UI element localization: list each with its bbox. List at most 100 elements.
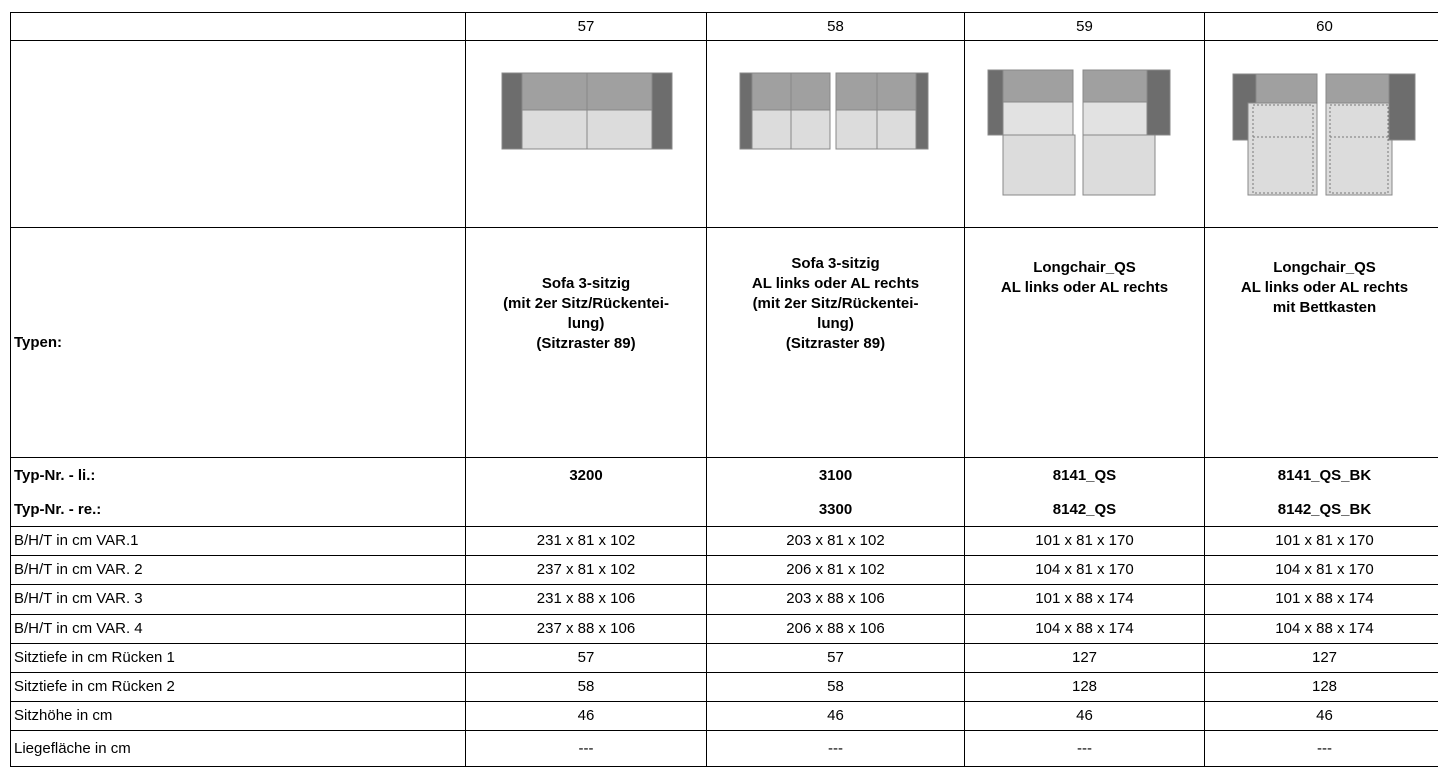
type-number-cell: 8142_QS_BK	[1205, 494, 1438, 527]
row-label-cell: Sitztiefe in cm Rücken 2	[10, 673, 466, 703]
type-number-cell: 3200	[466, 458, 707, 494]
type-description: lung)	[567, 315, 605, 332]
row-label-cell: B/H/T in cm VAR. 3	[10, 585, 466, 615]
type-description: AL links oder AL rechts	[751, 275, 920, 292]
type-number-cell: 3300	[707, 494, 965, 527]
cell-value: 101 x 88 x 174	[1035, 590, 1134, 608]
cell-value: 206 x 88 x 106	[786, 619, 885, 637]
cell-value: 58	[827, 678, 844, 696]
header-cell: 58	[707, 12, 965, 41]
header-cell	[10, 12, 466, 41]
type-number-cell: 8141_QS	[965, 458, 1205, 494]
value-cell: 237 x 88 x 106	[466, 614, 707, 644]
row-label: Liegefläche in cm	[14, 739, 131, 757]
type-number-cell: 3100	[707, 458, 965, 494]
column-number: 57	[577, 17, 595, 35]
type-number: 3300	[818, 501, 853, 518]
type-description: (mit 2er Sitz/Rückentei-	[503, 295, 669, 312]
row-label-cell: B/H/T in cm VAR. 2	[10, 556, 466, 586]
cell-value: 46	[1316, 707, 1333, 725]
row-label: Sitzhöhe in cm	[14, 707, 113, 725]
type-description: Sofa 3-sitzig	[791, 255, 880, 272]
cell-value: 101 x 81 x 170	[1275, 532, 1374, 550]
type-description: Sofa 3-sitzig	[541, 275, 631, 292]
value-cell: 101 x 88 x 174	[965, 585, 1205, 615]
value-cell: 57	[466, 643, 707, 673]
cell-value: 57	[577, 648, 595, 666]
type-description: (Sitzraster 89)	[536, 335, 636, 352]
value-cell: 127	[1205, 644, 1438, 673]
cell-value: 58	[577, 678, 595, 696]
cell-value: 104 x 88 x 174	[1035, 619, 1134, 637]
row-label: Typen:	[14, 333, 63, 351]
column-number: 60	[1316, 17, 1333, 35]
cell-value: 128	[1311, 678, 1338, 696]
row-label-cell: Liegefläche in cm	[10, 731, 466, 767]
row-label: B/H/T in cm VAR. 2	[14, 561, 143, 579]
cell-value: 231 x 81 x 102	[536, 532, 636, 550]
cell-value: ---	[1317, 739, 1332, 757]
cell-value: 46	[827, 707, 844, 725]
cell-value: 104 x 81 x 170	[1275, 561, 1374, 579]
value-cell: 46	[466, 702, 707, 732]
row-label-cell: B/H/T in cm VAR.1	[10, 527, 466, 557]
image-cell	[707, 41, 965, 228]
value-cell: 127	[965, 643, 1205, 673]
value-cell: 206 x 88 x 106	[707, 614, 965, 644]
value-cell: 104 x 88 x 174	[1205, 615, 1438, 644]
value-cell: 203 x 88 x 106	[707, 585, 965, 615]
image-cell	[466, 41, 707, 228]
cell-value: ---	[828, 739, 843, 757]
value-cell: 58	[466, 673, 707, 703]
row-label-cell: Sitztiefe in cm Rücken 1	[10, 643, 466, 673]
type-number: 3200	[569, 467, 603, 484]
value-cell: 104 x 81 x 170	[1205, 556, 1438, 586]
type-description: (Sitzraster 89)	[785, 335, 886, 352]
value-cell: 231 x 81 x 102	[466, 527, 707, 557]
type-number-label: Typ-Nr. - li.:	[10, 458, 466, 494]
type-description: Longchair_QS	[1273, 259, 1376, 276]
type-description: lung)	[817, 315, 854, 332]
value-cell: 101 x 81 x 170	[965, 527, 1205, 557]
cell-value: 104 x 88 x 174	[1275, 619, 1374, 637]
types-cell: Sofa 3-sitzig AL links oder AL rechts (mit…	[707, 228, 965, 458]
image-cell	[10, 41, 466, 228]
cell-value: 206 x 81 x 102	[786, 561, 885, 579]
type-description: mit Bettkasten	[1272, 299, 1377, 316]
value-cell: 104 x 88 x 174	[965, 614, 1205, 644]
value-cell: ---	[707, 731, 965, 767]
value-cell: ---	[965, 731, 1205, 767]
row-label: B/H/T in cm VAR.1	[14, 532, 139, 550]
type-number: 8141_QS	[1052, 467, 1117, 484]
type-description: Longchair_QS	[1033, 259, 1136, 276]
cell-value: 128	[1071, 678, 1098, 696]
row-label: B/H/T in cm VAR. 3	[14, 590, 143, 608]
value-cell: 206 x 81 x 102	[707, 556, 965, 586]
row-label: Sitztiefe in cm Rücken 1	[14, 648, 175, 666]
types-cell: Longchair_QS AL links oder AL rechts mit B…	[1205, 228, 1438, 458]
image-cell	[1205, 41, 1438, 228]
type-number-cell: 8141_QS_BK	[1205, 458, 1438, 494]
type-number: 3100	[818, 467, 853, 484]
cell-value: 46	[1076, 707, 1093, 725]
row-label: Typ-Nr. - li.:	[14, 467, 96, 484]
cell-value: ---	[1077, 739, 1092, 757]
header-cell: 59	[965, 12, 1205, 41]
image-cell	[965, 41, 1205, 228]
cell-value: 127	[1311, 648, 1338, 666]
cell-value: 203 x 88 x 106	[786, 590, 885, 608]
cell-value: 203 x 81 x 102	[786, 532, 885, 550]
cell-value: 231 x 88 x 106	[536, 590, 636, 608]
value-cell: ---	[1205, 731, 1438, 767]
row-label-cell: Sitzhöhe in cm	[10, 702, 466, 732]
row-label: Sitztiefe in cm Rücken 2	[14, 678, 175, 696]
type-number: 8142_QS_BK	[1277, 501, 1372, 518]
value-cell: 101 x 88 x 174	[1205, 585, 1438, 615]
row-label: Typ-Nr. - re.:	[14, 501, 102, 518]
value-cell: 128	[1205, 673, 1438, 703]
header-cell: 57	[466, 12, 707, 41]
cell-value: 237 x 88 x 106	[536, 619, 636, 637]
value-cell: 46	[1205, 702, 1438, 732]
row-label: B/H/T in cm VAR. 4	[14, 619, 143, 637]
cell-value: ---	[578, 739, 594, 757]
